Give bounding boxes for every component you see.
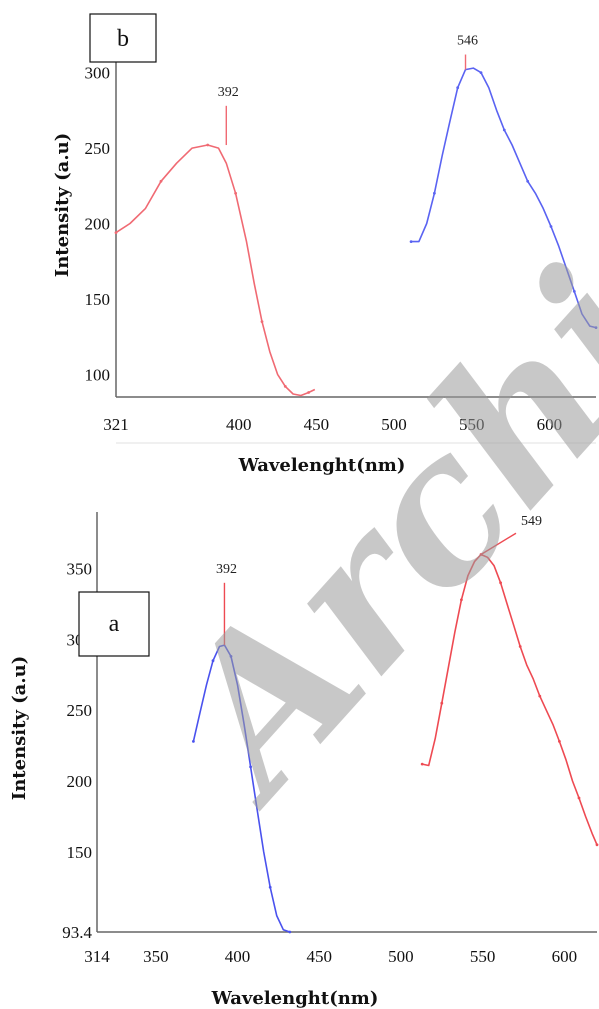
series-line-1: [422, 553, 598, 846]
data-point: [460, 598, 463, 602]
data-point: [159, 179, 163, 183]
x-tick-label: 321: [103, 415, 129, 434]
data-point: [307, 391, 310, 394]
y-tick-label: 350: [67, 560, 93, 579]
x-tick-label: 450: [306, 947, 332, 966]
x-tick-label: 500: [388, 947, 414, 966]
peak-label: 549: [521, 514, 542, 529]
x-tick-label: 400: [225, 947, 251, 966]
x-axis-title: Wavelenght(nm): [211, 988, 379, 1009]
chart-panel-a: 392 549 314 350 400 450 500 550 600 93.4 150 200 2…: [9, 512, 599, 1009]
x-tick-label: 450: [304, 415, 330, 434]
y-tick-label: 150: [67, 843, 93, 862]
data-point: [211, 659, 215, 663]
y-axis-title: Intensity (a.u): [52, 133, 73, 277]
y-tick-label: 300: [85, 64, 111, 83]
chart-panel-b: 392 546 321 400 450 500 550 600 100 150 200 250 30…: [52, 13, 598, 476]
peak-label: 392: [218, 85, 239, 100]
y-tick-label: 200: [85, 215, 111, 234]
data-point: [518, 645, 522, 648]
data-point: [502, 128, 506, 132]
x-tick-label: 550: [470, 947, 496, 966]
x-tick-label: 600: [537, 415, 563, 434]
x-tick-label: 500: [381, 415, 407, 434]
data-point: [192, 740, 195, 743]
data-point: [456, 86, 460, 90]
data-point: [558, 740, 561, 743]
peak-label: 546: [457, 34, 478, 49]
data-point: [260, 320, 264, 323]
data-point: [234, 191, 238, 195]
data-point: [206, 143, 210, 147]
peak-label: 392: [216, 562, 237, 577]
watermark: Archive: [120, 45, 599, 844]
y-tick-label: 150: [85, 290, 111, 309]
data-point: [549, 225, 553, 228]
data-point: [268, 885, 272, 889]
data-point: [538, 694, 542, 698]
data-point: [249, 765, 253, 769]
x-axis-title: Wavelenght(nm): [238, 455, 406, 476]
data-point: [479, 71, 483, 74]
x-tick-label: 400: [226, 415, 252, 434]
data-point: [595, 843, 599, 847]
y-tick-label: 200: [67, 772, 93, 791]
x-tick-label: 314: [84, 947, 110, 966]
series-line-0: [192, 644, 291, 933]
y-tick-label: 93.4: [62, 923, 92, 942]
data-point: [420, 762, 424, 766]
panel-label: b: [117, 26, 129, 52]
y-tick-label: 250: [67, 701, 93, 720]
series-line-0: [115, 144, 316, 397]
data-point: [114, 231, 118, 235]
y-tick-label: 250: [85, 139, 111, 158]
y-axis-title: Intensity (a.u): [9, 656, 30, 800]
panel-label-box: [78, 591, 150, 657]
data-point: [229, 655, 233, 658]
x-tick-label: 600: [552, 947, 578, 966]
y-tick-label: 100: [85, 365, 111, 384]
data-point: [499, 581, 502, 585]
data-point: [572, 290, 576, 293]
x-tick-label: 550: [459, 415, 485, 434]
data-point: [433, 191, 436, 195]
peak-marker: [480, 532, 517, 556]
panel-label: a: [109, 611, 120, 637]
data-point: [526, 179, 530, 183]
x-tick-label: 350: [143, 947, 169, 966]
data-point: [577, 796, 581, 800]
data-point: [440, 701, 444, 705]
data-point: [409, 240, 413, 244]
data-point: [594, 326, 598, 329]
panel-label-box: [89, 13, 157, 63]
data-point: [283, 385, 287, 388]
data-point: [288, 930, 292, 934]
